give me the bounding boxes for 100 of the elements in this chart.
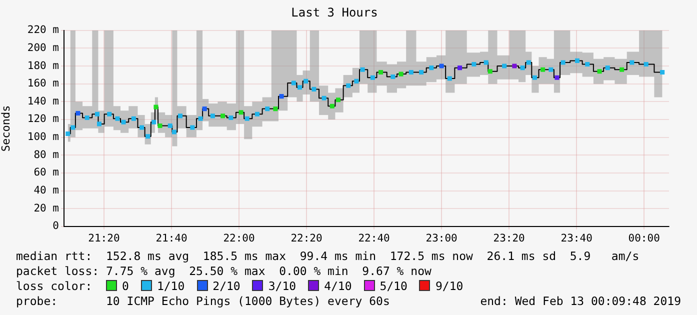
y-tick-label: 20 m [34,202,59,214]
point [291,80,296,86]
point [70,125,76,130]
point [585,62,590,67]
point [158,123,162,128]
point [131,116,136,121]
point [554,75,560,80]
point [154,104,158,110]
point [96,122,102,126]
y-tick-label: 220 m [27,24,59,36]
point [370,75,375,80]
point [115,116,120,121]
y-tick-label: 200 m [27,42,59,54]
x-tick-label: 23:20 [493,232,525,244]
y-tick-label: 160 m [27,78,59,90]
point [620,67,624,72]
legend-label: 2/10 [212,279,240,293]
legend-label: 3/10 [268,279,296,293]
point [107,112,112,116]
point [644,62,648,67]
point [228,115,234,120]
point [560,60,566,65]
x-tick-label: 22:20 [290,232,322,244]
point [597,69,602,74]
y-tick-label: 140 m [27,95,59,108]
point [660,70,665,75]
point [168,123,172,128]
point [202,106,207,112]
point [198,116,203,121]
point [439,64,444,68]
y-tick-label: 100 m [27,131,59,144]
point [336,98,341,102]
point [273,106,278,112]
text: probe: 10 ICMP Echo Pings (1000 Bytes) every 60s [16,294,390,308]
x-tick-label: 00:00 [628,232,660,244]
point [472,62,476,67]
point [447,76,452,81]
point [220,114,226,118]
text: median rtt: 152.8 ms avg 185.5 ms max 99.4 ms min 172.5 ms now 26.1 ms sd 5.9 am/s [16,249,640,263]
y-tick-label: 0 [52,220,59,232]
point [360,67,365,72]
chart-title: Last 3 Hours [291,5,378,20]
x-tick-label: 23:00 [426,232,458,244]
point [605,66,610,70]
y-tick-label: 80 m [34,148,59,161]
point [458,66,462,70]
legend-label: 5/10 [380,279,408,293]
text: packet loss: 7.75 % avg 25.50 % max 0.00 % min 9.67 % now [16,264,432,278]
point [390,74,396,79]
point [178,114,183,118]
point [152,120,156,124]
point [265,106,270,112]
x-tick-label: 21:40 [156,232,188,244]
point [172,130,176,134]
y-tick-label: 120 m [27,113,59,126]
legend-label: 0 [122,279,129,293]
point [254,112,260,116]
point [354,78,359,84]
point [279,94,284,99]
y-tick-label: 180 m [27,60,59,72]
point [297,85,302,90]
point [312,86,316,92]
point [408,70,414,75]
text: end: Wed Feb 13 00:09:48 2019 [480,294,681,308]
point [484,60,488,65]
point [146,134,150,139]
point [84,115,90,120]
point [378,70,384,75]
point [532,75,537,80]
x-tick-label: 23:40 [560,232,592,244]
point [190,125,195,130]
point [94,112,100,116]
point [238,110,244,115]
point [140,125,144,130]
point [520,66,525,70]
point [502,64,507,68]
y-axis-title: Seconds [0,105,12,152]
legend-label: 4/10 [324,279,352,293]
point [244,116,250,121]
point [76,110,80,116]
y-tick-label: 60 m [34,166,59,179]
point [66,131,70,136]
point [346,83,351,88]
point [548,67,554,72]
y-tick-label: 40 m [34,184,59,196]
point [398,72,404,76]
legend-label: 9/10 [435,279,464,293]
point [330,104,334,108]
x-tick-label: 22:40 [358,232,390,244]
x-tick-label: 22:00 [223,232,255,244]
point [488,69,492,74]
point [526,60,531,65]
x-tick-label: 21:20 [88,232,120,244]
point [304,78,308,84]
legend-title: loss color: [16,279,94,293]
point [574,58,580,63]
point [630,60,634,65]
point [210,114,215,118]
point [540,67,546,72]
legend-label: 1/10 [156,279,185,293]
